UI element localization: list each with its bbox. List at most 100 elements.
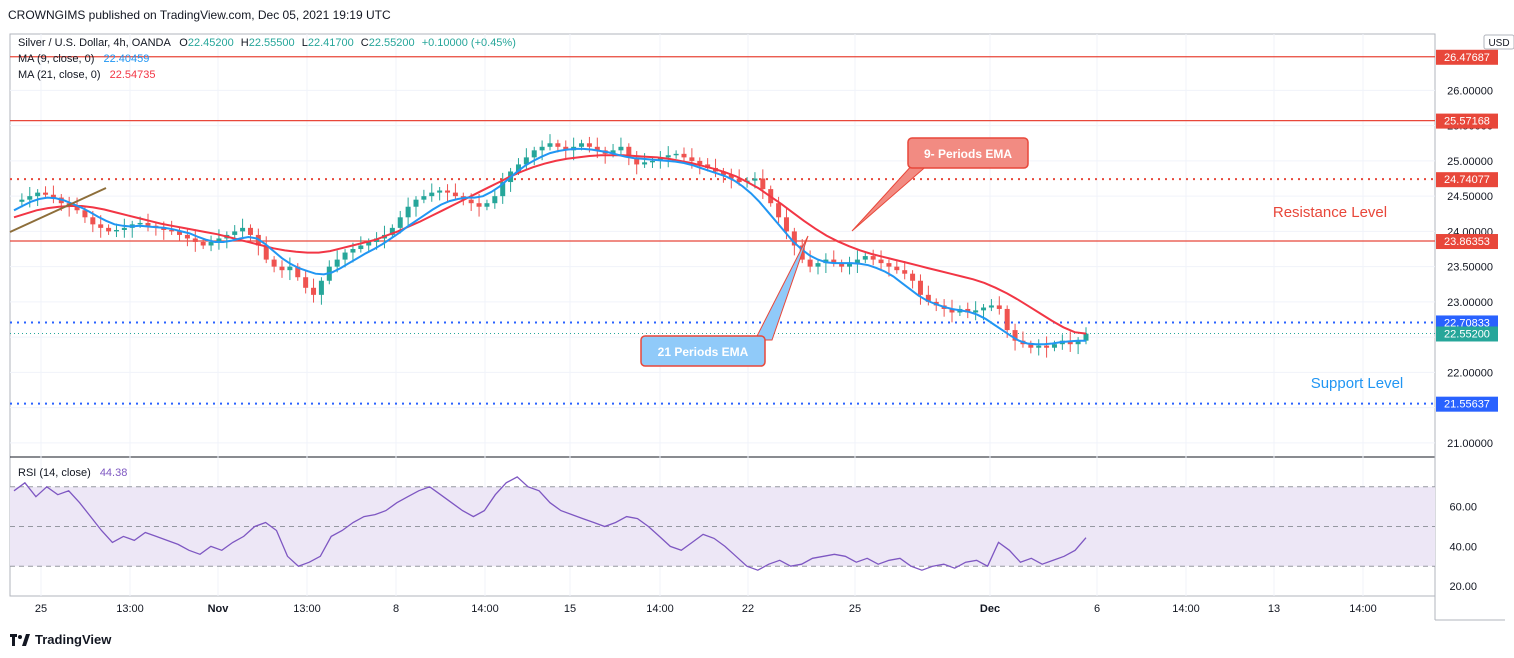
time-tick-label: 13:00 <box>293 603 321 615</box>
time-tick-label: 14:00 <box>1172 603 1200 615</box>
legend-rsi-label: RSI (14, close) <box>18 467 91 479</box>
legend-symbol-name: Silver / U.S. Dollar, 4h, OANDA <box>18 37 171 49</box>
rsi-tick-label: 40.00 <box>1449 541 1477 553</box>
trend-line[interactable] <box>9 187 107 233</box>
candle-down <box>43 192 49 195</box>
candle-down <box>917 280 923 295</box>
resistance-dotted-badge-label: 24.74077 <box>1444 174 1490 186</box>
candle-down <box>681 153 687 158</box>
time-tick-label: 15 <box>564 603 576 615</box>
candle-down <box>468 199 474 204</box>
time-axis: 25 13:00 Nov 13:00 8 14:00 15 14:00 22 25 Dec 6 14:0… <box>35 603 1377 615</box>
support-level-label: Support Level <box>1311 375 1404 392</box>
resistance-dotted-badge <box>1436 172 1498 188</box>
candle-down <box>295 266 301 278</box>
candle-up <box>484 203 490 207</box>
candle-up <box>208 241 214 246</box>
last-price-badge <box>1436 326 1498 342</box>
ema21-callout-pointer <box>754 235 809 341</box>
tradingview-logo-icon <box>10 633 30 646</box>
candle-up <box>35 192 41 197</box>
rsi-line[interactable] <box>13 476 1087 571</box>
candle-up <box>1051 344 1057 348</box>
candle-up <box>673 153 679 156</box>
candle-down <box>839 263 845 267</box>
candle-down <box>626 146 632 158</box>
ema9-callout-label: 9- Periods EMA <box>924 147 1012 161</box>
candle-down <box>1067 340 1073 345</box>
candle-up <box>437 190 443 193</box>
candle-down <box>736 178 742 183</box>
candle-down <box>886 263 892 267</box>
ma9-line[interactable] <box>13 147 1086 346</box>
time-tick-label: 13:00 <box>116 603 144 615</box>
candle-up <box>121 227 127 230</box>
candle-up <box>342 252 348 260</box>
time-tick-label: 14:00 <box>646 603 674 615</box>
candle-down <box>192 238 198 242</box>
chart-area[interactable]: 26.0000025.5000025.0000024.5000024.00000… <box>0 28 1514 628</box>
candle-up <box>523 157 529 165</box>
price-tick-label: 24.50000 <box>1447 191 1493 203</box>
candle-up <box>137 222 143 225</box>
time-tick-label: 6 <box>1094 603 1100 615</box>
candle-up <box>610 150 616 154</box>
legend-rsi-value: 44.38 <box>100 467 128 479</box>
candle-down <box>783 217 789 232</box>
legend-high-label: H <box>241 37 249 49</box>
candle-up <box>547 143 553 147</box>
resistance-upper-badge-label: 25.57168 <box>1444 116 1490 128</box>
candle-down <box>791 231 797 246</box>
candle-down <box>776 203 782 218</box>
resistance-level-label: Resistance Level <box>1273 204 1387 221</box>
legend: Silver / U.S. Dollar, 4h, OANDA O22.4520… <box>18 37 516 479</box>
candle-down <box>878 259 884 264</box>
legend-symbol: Silver / U.S. Dollar, 4h, OANDA O22.4520… <box>18 37 516 49</box>
publisher-header: CROWNGIMS published on TradingView.com, … <box>8 8 391 22</box>
footer-brand[interactable]: TradingView <box>10 632 111 647</box>
support-lower-badge <box>1436 396 1498 412</box>
price-tick-label: 23.50000 <box>1447 262 1493 274</box>
candle-up <box>539 146 545 151</box>
candle-up <box>531 150 537 158</box>
ema9-callout-pointer <box>851 162 932 232</box>
legend-ma9-value: 22.40459 <box>103 53 149 65</box>
rsi-tick-label: 60.00 <box>1449 502 1477 514</box>
candle-up <box>429 192 435 197</box>
candle-down <box>996 305 1002 309</box>
candle-down <box>106 227 112 232</box>
candle-up <box>515 164 521 172</box>
legend-low-label: L <box>302 37 308 49</box>
legend-low: 22.41700 <box>308 37 354 49</box>
candle-up <box>421 196 427 200</box>
candle-up <box>657 157 663 161</box>
candle-down <box>760 178 766 190</box>
candle-up <box>405 206 411 218</box>
candle-up <box>232 231 238 235</box>
legend-ma21: MA (21, close, 0) 22.54735 <box>18 69 156 81</box>
candle-down <box>271 259 277 267</box>
candle-down <box>594 146 600 151</box>
time-tick-label: 14:00 <box>1349 603 1377 615</box>
candle-up <box>287 266 293 271</box>
candle-down <box>555 143 561 147</box>
candle-up <box>642 162 648 165</box>
candle-up <box>27 196 33 200</box>
currency-badge[interactable] <box>1483 34 1514 50</box>
ma21-line[interactable] <box>13 154 1087 335</box>
candle-up <box>618 146 624 151</box>
candle-up <box>318 280 324 295</box>
candle-up <box>981 307 987 311</box>
candle-down <box>720 171 726 175</box>
legend-open-label: O <box>179 37 188 49</box>
candle-down <box>1012 330 1018 341</box>
candle-down <box>902 270 908 274</box>
candle-down <box>445 190 451 193</box>
candle-up <box>752 178 758 181</box>
candle-down <box>161 227 167 230</box>
candle-down <box>74 206 80 211</box>
legend-high: 22.55500 <box>249 37 295 49</box>
candle-down <box>910 273 916 281</box>
price-tick-label: 25.00000 <box>1447 156 1493 168</box>
resistance-upper-badge <box>1436 113 1498 129</box>
